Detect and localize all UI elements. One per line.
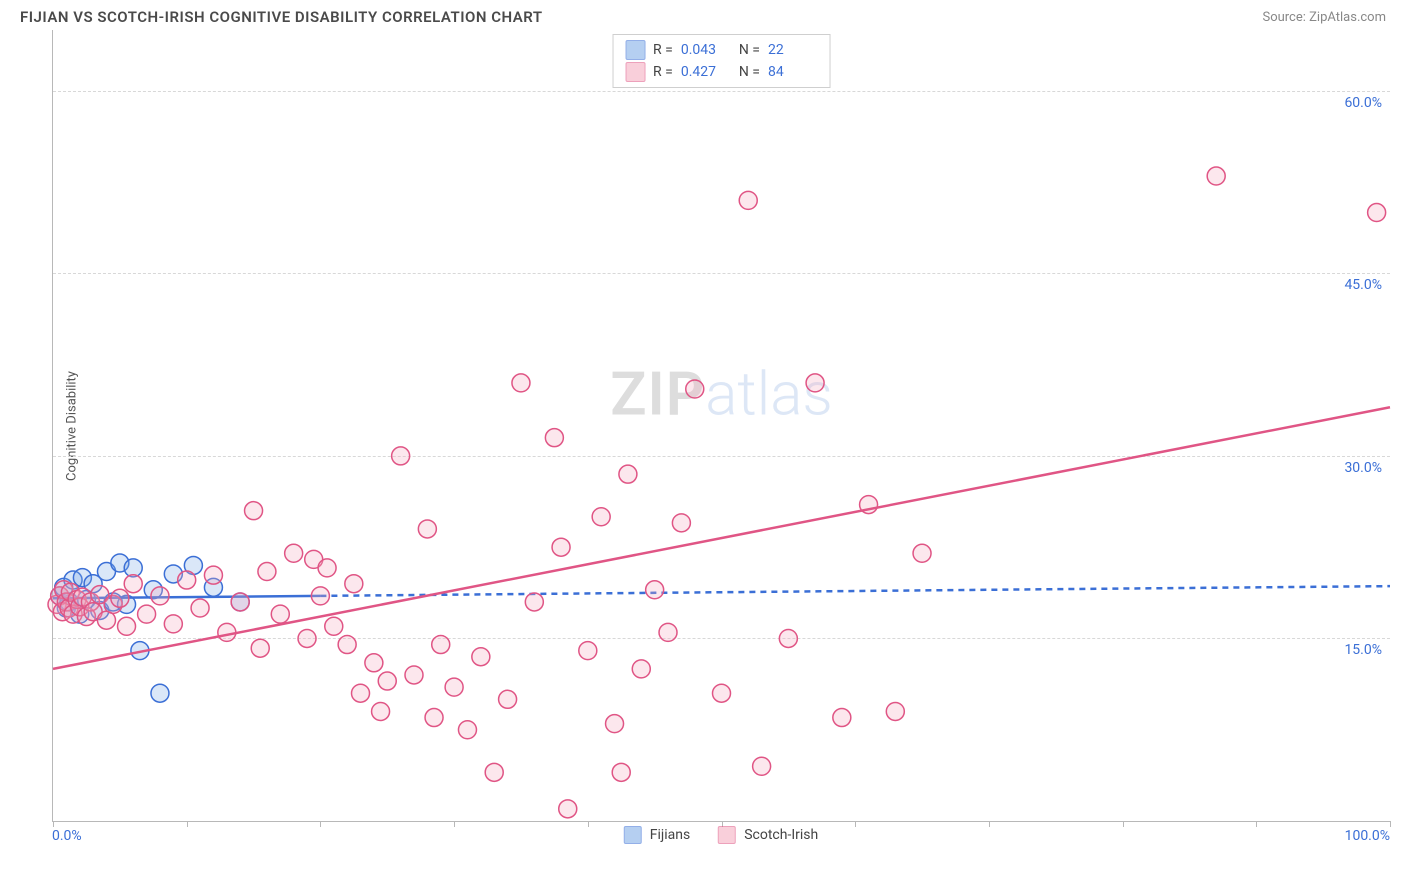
scatter-point: [285, 544, 303, 562]
scatter-point: [392, 447, 410, 465]
scatter-point: [178, 571, 196, 589]
n-label: N =: [739, 64, 760, 80]
scatter-point: [525, 593, 543, 611]
r-value: 0.427: [681, 64, 731, 80]
n-value: 22: [768, 42, 818, 58]
scatter-point: [686, 380, 704, 398]
scatter-point: [258, 563, 276, 581]
legend-swatch: [718, 826, 736, 844]
stats-legend-row: R = 0.043 N = 22: [625, 39, 818, 61]
scatter-point: [325, 617, 343, 635]
scatter-point: [124, 575, 142, 593]
scatter-point: [739, 191, 757, 209]
scatter-point: [311, 587, 329, 605]
legend-swatch: [625, 40, 645, 60]
scatter-point: [151, 684, 169, 702]
scatter-point: [672, 514, 690, 532]
scatter-point: [659, 623, 677, 641]
scatter-point: [713, 684, 731, 702]
scatter-point: [579, 642, 597, 660]
source-label: Source: ZipAtlas.com: [1262, 10, 1386, 25]
scatter-point: [592, 508, 610, 526]
scatter-point: [1368, 204, 1386, 222]
scatter-point: [405, 666, 423, 684]
scatter-point: [418, 520, 436, 538]
scatter-point: [632, 660, 650, 678]
series-legend: Fijians Scotch-Irish: [624, 826, 818, 844]
scatter-point: [552, 538, 570, 556]
legend-label: Scotch-Irish: [744, 827, 818, 843]
scatter-point: [612, 763, 630, 781]
stats-legend: R = 0.043 N = 22 R = 0.427 N = 84: [612, 34, 831, 88]
scatter-point: [432, 636, 450, 654]
scatter-point: [318, 559, 336, 577]
x-axis-min-label: 0.0%: [52, 828, 82, 844]
scatter-point: [118, 617, 136, 635]
scatter-point: [338, 636, 356, 654]
n-value: 84: [768, 64, 818, 80]
chart-title: FIJIAN VS SCOTCH-IRISH COGNITIVE DISABIL…: [20, 8, 543, 26]
scatter-point: [646, 581, 664, 599]
scatter-point: [271, 605, 289, 623]
scatter-point: [245, 502, 263, 520]
scatter-point: [378, 672, 396, 690]
n-label: N =: [739, 42, 760, 58]
scatter-point: [559, 800, 577, 818]
legend-swatch: [625, 62, 645, 82]
scatter-point: [251, 639, 269, 657]
legend-swatch: [624, 826, 642, 844]
x-axis-max-label: 100.0%: [1345, 828, 1390, 844]
scatter-point: [231, 593, 249, 611]
scatter-point: [425, 709, 443, 727]
source-link[interactable]: ZipAtlas.com: [1309, 10, 1386, 25]
scatter-point: [365, 654, 383, 672]
r-label: R =: [653, 42, 673, 58]
scatter-point: [345, 575, 363, 593]
scatter-point: [458, 721, 476, 739]
scatter-svg: [53, 30, 1390, 821]
trend-line: [320, 586, 1390, 596]
x-tick-mark: [1390, 821, 1391, 827]
scatter-point: [204, 566, 222, 584]
scatter-point: [833, 709, 851, 727]
chart-plot-area: Cognitive Disability ZIPatlas 15.0%30.0%…: [52, 30, 1390, 822]
r-label: R =: [653, 64, 673, 80]
scatter-point: [352, 684, 370, 702]
legend-label: Fijians: [650, 827, 690, 843]
scatter-point: [111, 589, 129, 607]
scatter-point: [499, 690, 517, 708]
scatter-point: [619, 465, 637, 483]
scatter-point: [298, 629, 316, 647]
scatter-point: [191, 599, 209, 617]
scatter-point: [753, 757, 771, 775]
scatter-point: [138, 605, 156, 623]
stats-legend-row: R = 0.427 N = 84: [625, 61, 818, 83]
scatter-point: [913, 544, 931, 562]
r-value: 0.043: [681, 42, 731, 58]
legend-item: Fijians: [624, 826, 690, 844]
scatter-point: [472, 648, 490, 666]
scatter-point: [372, 702, 390, 720]
scatter-point: [806, 374, 824, 392]
trend-line: [53, 407, 1390, 669]
scatter-point: [545, 429, 563, 447]
scatter-point: [779, 629, 797, 647]
scatter-point: [606, 715, 624, 733]
scatter-point: [886, 702, 904, 720]
scatter-point: [1207, 167, 1225, 185]
scatter-point: [445, 678, 463, 696]
legend-item: Scotch-Irish: [718, 826, 818, 844]
source-prefix: Source:: [1262, 10, 1309, 25]
scatter-point: [485, 763, 503, 781]
scatter-point: [512, 374, 530, 392]
scatter-point: [151, 587, 169, 605]
scatter-point: [164, 615, 182, 633]
